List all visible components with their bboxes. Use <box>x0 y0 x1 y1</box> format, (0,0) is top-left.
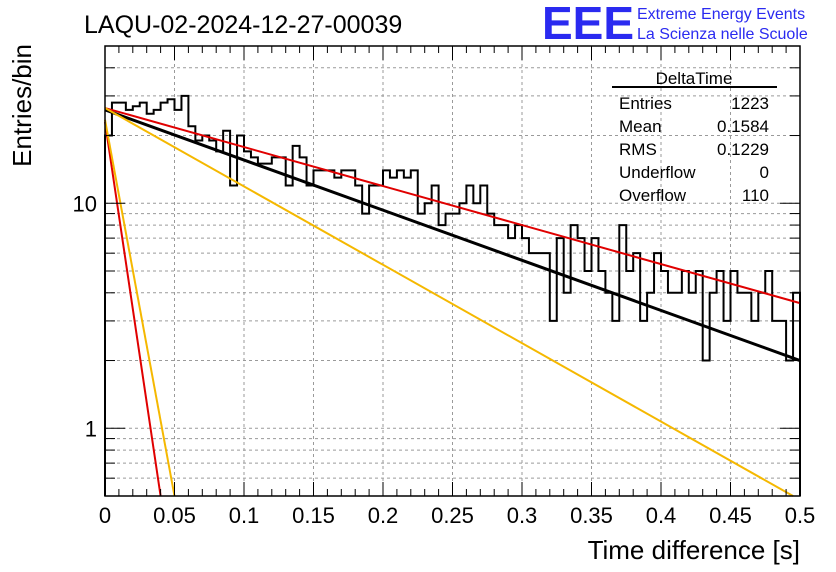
axes <box>104 45 801 497</box>
eee-logo: EEE Extreme Energy Events La Scienza nel… <box>542 0 808 49</box>
x-tick-labels: 0 0.05 0.1 0.15 0.2 0.25 0.3 0.35 0.4 0.45 0.5 <box>99 503 815 528</box>
stats-label: RMS <box>619 140 657 159</box>
y-tick-labels: 1 10 <box>73 191 97 441</box>
eee-logo-text: EEE <box>542 0 634 49</box>
stats-label: Underflow <box>619 163 696 182</box>
x-tick-label: 0.15 <box>292 503 335 528</box>
x-tick-label: 0.3 <box>507 503 538 528</box>
grid <box>105 46 800 496</box>
chart-title: LAQU-02-2024-12-27-00039 <box>84 11 402 39</box>
stats-value: 1223 <box>731 94 769 113</box>
y-tick-label: 10 <box>73 191 97 216</box>
stats-value: 0 <box>760 163 769 182</box>
x-tick-label: 0.25 <box>431 503 474 528</box>
x-tick-label: 0 <box>99 503 111 528</box>
stats-title-underline <box>612 86 777 88</box>
fit-line-fast-lower <box>104 119 176 497</box>
x-axis-label: Time difference [s] <box>588 535 800 565</box>
x-tick-label: 0.4 <box>646 503 677 528</box>
x-tick-label: 0.5 <box>785 503 816 528</box>
x-tick-label: 0.05 <box>153 503 196 528</box>
x-tick-label: 0.2 <box>368 503 399 528</box>
stats-value: 0.1584 <box>717 117 769 136</box>
stats-rows: Entries 1223 Mean 0.1584 RMS 0.1229 Underflow 0… <box>619 94 769 205</box>
fit-curves <box>104 107 801 497</box>
stats-title: DeltaTime <box>656 69 733 88</box>
stats-label: Entries <box>619 94 672 113</box>
x-tick-label: 0.45 <box>709 503 752 528</box>
stats-label: Overflow <box>619 186 687 205</box>
stats-value: 110 <box>742 186 769 205</box>
fit-line-slow-upper <box>104 107 801 305</box>
eee-logo-line2: La Scienza nelle Scuole <box>637 26 808 43</box>
x-tick-label: 0.1 <box>229 503 260 528</box>
eee-logo-line1: Extreme Energy Events <box>637 6 805 23</box>
stats-label: Mean <box>619 117 662 136</box>
x-tick-label: 0.35 <box>570 503 613 528</box>
y-axis-label: Entries/bin <box>7 44 37 167</box>
fit-line-fast-upper <box>104 121 162 497</box>
stats-value: 0.1229 <box>717 140 769 159</box>
stats-box: DeltaTime Entries 1223 Mean 0.1584 RMS 0.1229… <box>612 69 777 205</box>
fit-line-slow-lower <box>104 107 794 497</box>
fit-line-total <box>104 108 801 362</box>
y-tick-label: 1 <box>85 416 97 441</box>
